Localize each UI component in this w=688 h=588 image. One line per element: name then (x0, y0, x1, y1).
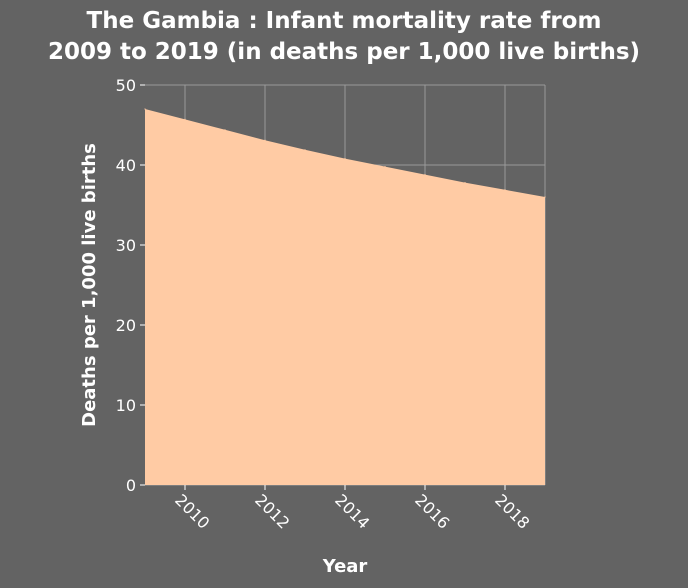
x-axis-title: Year (322, 556, 368, 577)
data-point (224, 129, 226, 131)
area-series (144, 108, 546, 485)
data-point (344, 158, 346, 160)
x-tick-label: 2016 (411, 490, 453, 532)
y-axis-title: Deaths per 1,000 live births (79, 143, 100, 427)
data-point (544, 196, 546, 198)
data-point (184, 118, 186, 120)
x-axis-ticks: 2010 2012 2014 2016 2018 (171, 485, 533, 533)
area-fill (145, 109, 545, 485)
data-point (264, 139, 266, 141)
y-tick-label: 40 (116, 156, 136, 175)
y-tick-label: 50 (116, 76, 136, 95)
x-tick-label: 2014 (331, 490, 373, 532)
chart-title-line-1: The Gambia : Infant mortality rate from (86, 8, 602, 34)
y-axis-ticks: 0 10 20 30 40 50 (116, 76, 145, 495)
y-tick-label: 30 (116, 236, 136, 255)
chart-title: The Gambia : Infant mortality rate from … (0, 6, 688, 68)
y-tick-label: 10 (116, 396, 136, 415)
data-point (504, 189, 506, 191)
data-point (304, 149, 306, 151)
x-tick-label: 2012 (251, 490, 293, 532)
y-tick-label: 0 (126, 476, 136, 495)
data-point (144, 108, 146, 110)
data-point (384, 166, 386, 168)
chart-title-line-2: 2009 to 2019 (in deaths per 1,000 live b… (47, 39, 641, 65)
x-tick-label: 2010 (171, 490, 213, 532)
y-tick-label: 20 (116, 316, 136, 335)
data-point (464, 182, 466, 184)
x-tick-label: 2018 (491, 490, 533, 532)
data-point (424, 174, 426, 176)
